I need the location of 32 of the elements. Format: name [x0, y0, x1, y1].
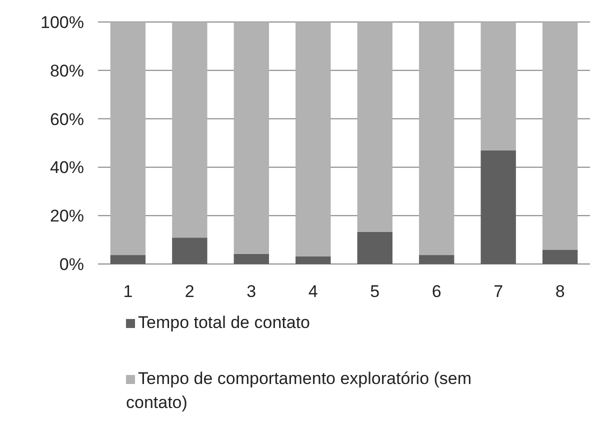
- bar: [480, 22, 516, 150]
- bar: [542, 250, 578, 264]
- x-tick-label: 5: [370, 282, 380, 301]
- bar: [357, 22, 392, 232]
- bar: [110, 255, 146, 264]
- x-tick-label: 7: [494, 282, 504, 301]
- y-tick-label: 20%: [50, 206, 84, 226]
- bar: [357, 232, 392, 264]
- x-tick-label: 4: [308, 282, 318, 301]
- y-tick-label: 0%: [59, 254, 84, 274]
- bar: [419, 255, 454, 264]
- legend-label: Tempo total de contato: [138, 313, 310, 332]
- bar: [296, 256, 331, 264]
- x-tick-label: 8: [555, 282, 565, 301]
- bar: [480, 150, 516, 264]
- x-tick-label: 1: [123, 282, 133, 301]
- bar: [419, 22, 454, 256]
- bar: [234, 254, 269, 264]
- bar: [172, 22, 208, 238]
- bar: [172, 238, 208, 264]
- bar: [110, 22, 146, 256]
- x-tick-label: 6: [432, 282, 442, 301]
- y-tick-label: 60%: [50, 110, 84, 129]
- bar: [296, 22, 331, 256]
- bar: [234, 22, 269, 254]
- x-tick-label: 2: [184, 282, 194, 301]
- bar: [542, 22, 578, 250]
- y-tick-label: 40%: [50, 158, 84, 178]
- y-tick-label: 80%: [50, 61, 84, 80]
- y-tick-label: 100%: [40, 12, 84, 32]
- legend-label: Tempo de comportamento exploratório (sem contato): [126, 369, 472, 412]
- x-tick-label: 3: [246, 282, 256, 301]
